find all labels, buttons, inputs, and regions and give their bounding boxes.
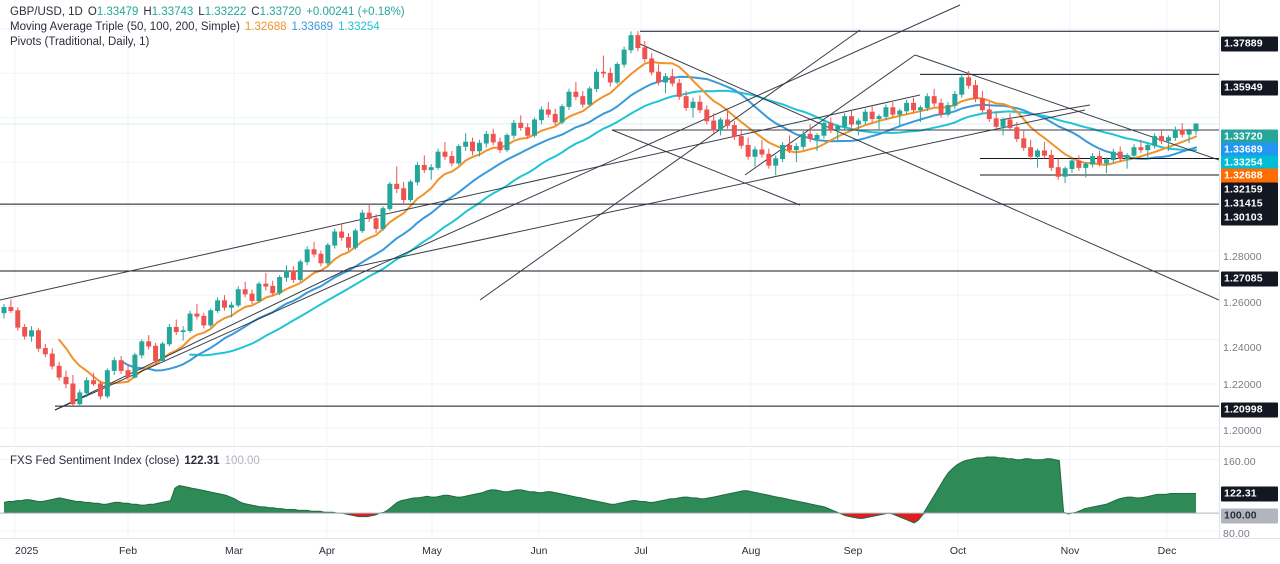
- sentiment-badge-sentiment-value[interactable]: 122.31: [1221, 486, 1278, 502]
- sentiment-tick: 160.00: [1223, 456, 1256, 468]
- price-scale-divider: [1219, 0, 1220, 538]
- time-tick: Apr: [318, 545, 336, 557]
- time-tick: May: [422, 545, 442, 557]
- price-badge-last-price[interactable]: 1.33720: [1221, 129, 1278, 145]
- sentiment-badge-sentiment-baseline[interactable]: 100.00: [1221, 508, 1278, 524]
- price-badge-pivot-s3[interactable]: 1.30103: [1221, 210, 1278, 226]
- price-badge-ma100[interactable]: 1.33689: [1221, 142, 1278, 158]
- price-badge-pivot-s1[interactable]: 1.32159: [1221, 182, 1278, 198]
- time-tick: Jun: [530, 545, 548, 557]
- price-badge-pivot-r3[interactable]: 1.37889: [1221, 36, 1278, 52]
- price-badge-pivot-s2[interactable]: 1.31415: [1221, 196, 1278, 212]
- price-tick: 1.26000: [1223, 297, 1262, 309]
- price-scale[interactable]: 1.28000 1.26000 1.24000 1.22000 1.20000 1.378…: [1219, 0, 1280, 446]
- time-tick: Sep: [843, 545, 863, 557]
- time-tick: 2025: [15, 545, 39, 557]
- sentiment-pane[interactable]: [0, 449, 1219, 538]
- time-tick: Mar: [224, 545, 244, 557]
- time-tick: Aug: [741, 545, 761, 557]
- price-chart-svg: [0, 0, 1219, 446]
- pane-separator[interactable]: [0, 446, 1280, 447]
- price-badge-ma50[interactable]: 1.32688: [1221, 168, 1278, 184]
- price-tick: 1.24000: [1223, 342, 1262, 354]
- sentiment-chart-svg: [0, 449, 1219, 538]
- price-tick: 1.20000: [1223, 425, 1262, 437]
- price-tick: 1.22000: [1223, 379, 1262, 391]
- time-scale[interactable]: 2025 Feb Mar Apr May Jun Jul Aug Sep Oct Nov Dec: [0, 538, 1280, 564]
- price-badge-pivot-s5[interactable]: 1.20998: [1221, 402, 1278, 418]
- price-pane[interactable]: [0, 0, 1219, 446]
- sentiment-tick: 80.00: [1223, 528, 1250, 540]
- time-tick: Dec: [1157, 545, 1177, 557]
- price-badge-ma200[interactable]: 1.33254: [1221, 155, 1278, 171]
- price-tick: 1.28000: [1223, 251, 1262, 263]
- price-badge-pivot-r2[interactable]: 1.35949: [1221, 80, 1278, 96]
- sentiment-scale[interactable]: 160.00 80.00 122.31 100.00: [1219, 449, 1280, 540]
- price-badge-pivot-s4[interactable]: 1.27085: [1221, 271, 1278, 287]
- time-tick: Jul: [634, 545, 648, 557]
- time-tick: Feb: [118, 545, 138, 557]
- time-tick: Nov: [1060, 545, 1080, 557]
- time-tick: Oct: [949, 545, 967, 557]
